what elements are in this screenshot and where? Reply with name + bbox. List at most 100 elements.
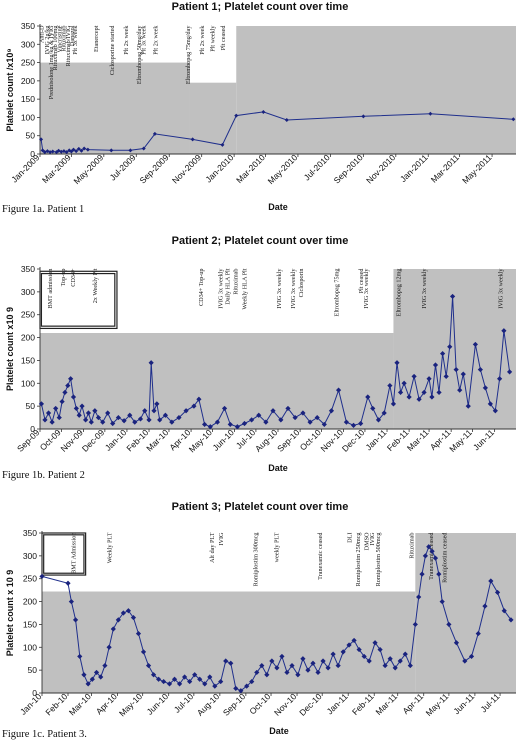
data-point (190, 137, 195, 142)
shaded-region (40, 62, 190, 155)
x-tick-label: Feb-10 (43, 691, 69, 717)
data-point (443, 373, 449, 380)
data-point (70, 394, 77, 400)
annotation-label: IVIG 3x weekly (421, 268, 428, 309)
data-point (429, 394, 435, 400)
data-point (256, 412, 262, 418)
annotation-label: Rituximab (232, 269, 239, 295)
data-point (127, 412, 133, 418)
annotation-label: CD34+ Top-up (198, 269, 205, 307)
x-tick-label: Sep-10 (275, 427, 302, 454)
y-tick-label: 0 (30, 424, 35, 434)
data-point (300, 656, 306, 662)
data-point (234, 113, 239, 118)
data-point (88, 419, 94, 425)
annotation-label: Eltrombopag 12mg (396, 269, 403, 317)
data-point (65, 580, 71, 586)
x-tick-label: Mar-11 (405, 427, 431, 453)
data-point (98, 674, 104, 680)
shaded-region (40, 333, 394, 429)
data-point (151, 408, 157, 414)
data-point (85, 147, 90, 152)
annotation-label: Plt weekly (209, 25, 216, 52)
y-tick-label: 100 (23, 642, 37, 652)
annotation-label: IVIG (369, 532, 376, 546)
annotation-label: IVIG (218, 532, 225, 546)
data-point (416, 396, 422, 402)
annotation-label: CD34+ (70, 268, 77, 287)
y-tick-label: 200 (23, 597, 37, 607)
x-tick-label: May-2009 (71, 152, 105, 186)
y-axis-title: Platelet count /x10⁹ (5, 48, 15, 131)
data-point (432, 362, 439, 368)
x-tick-label: Jul-10 (172, 691, 196, 715)
annotation-label: IVIG 3x weekly (363, 268, 370, 309)
data-point (110, 420, 116, 427)
data-point (394, 360, 400, 366)
annotation-label: Plt 2x week (199, 25, 206, 55)
annotation-label: Ciclosporine started (109, 25, 116, 76)
chart-patient-2: 050100150200250300350Sep-09Oct-09Nov-09D… (5, 264, 516, 473)
x-tick-label: Sep-2009 (138, 152, 171, 185)
x-tick-label: Jul-11 (478, 691, 501, 714)
data-point (351, 637, 357, 644)
shaded-region (189, 82, 237, 154)
data-point (511, 117, 516, 122)
x-tick-label: Mar-11 (373, 691, 399, 717)
data-point (197, 676, 203, 682)
data-point (468, 653, 475, 660)
data-point (310, 660, 316, 666)
annotation-label: Alt day PLT (209, 532, 216, 563)
annotation-label: IVIG 3x weekly (276, 268, 283, 309)
y-tick-label: 350 (23, 528, 37, 538)
data-point (269, 658, 275, 664)
data-point (171, 676, 178, 682)
data-point (89, 676, 95, 682)
data-point (314, 414, 320, 421)
chart-title: Patient 3; Platelet count over time (171, 501, 349, 513)
figure-caption: Figure 1c. Patient 3. (2, 729, 87, 740)
x-axis-title: Date (268, 463, 288, 473)
x-tick-label: May-2011 (460, 152, 494, 186)
y-tick-label: 150 (21, 94, 35, 104)
data-point (141, 146, 146, 151)
data-point (295, 672, 301, 678)
data-point (361, 114, 366, 119)
x-tick-label: Dec-10 (297, 691, 324, 718)
data-point (346, 642, 352, 648)
data-point (76, 412, 82, 418)
x-tick-label: Jan-2009 (9, 152, 41, 184)
y-tick-label: 350 (21, 21, 35, 31)
data-point (64, 150, 69, 155)
figure-1c: Patient 3; Platelet count over time 0 50 1… (0, 500, 520, 746)
data-point (234, 424, 240, 430)
data-point (106, 644, 112, 650)
annotation-label: IVIG 2g/kg (44, 25, 51, 54)
figure-1a: Patient 1; Platelet count over time 0 50 1… (0, 0, 520, 222)
x-tick-label: Sep-09 (15, 427, 42, 454)
figure-caption: Figure 1b. Patient 2 (2, 470, 85, 481)
annotation-label: Vincristine (56, 25, 63, 52)
data-point (120, 610, 126, 616)
y-axis-title: Platelet count x 10 9 (5, 570, 15, 657)
annotation-label: weekly PLT (274, 532, 281, 562)
y-tick-label: 250 (21, 58, 35, 68)
data-point (150, 672, 157, 678)
x-tick-label: Nov-09 (58, 427, 85, 454)
annotation-label: IVIG 3x weekly (217, 268, 224, 309)
annotation-label: DMSO (363, 532, 370, 550)
data-point (447, 344, 453, 350)
y-tick-label: 50 (28, 665, 38, 675)
data-point (328, 408, 335, 414)
data-point (397, 658, 403, 664)
annotation-box (43, 534, 85, 574)
data-point (183, 408, 189, 414)
x-tick-label: Aug-10 (253, 427, 280, 454)
data-point (497, 376, 503, 382)
data-point (142, 408, 148, 414)
x-tick-label: May-11 (424, 691, 451, 718)
data-point (426, 376, 432, 382)
x-tick-label: Nov-2010 (364, 152, 397, 185)
y-tick-label: 150 (21, 355, 35, 365)
